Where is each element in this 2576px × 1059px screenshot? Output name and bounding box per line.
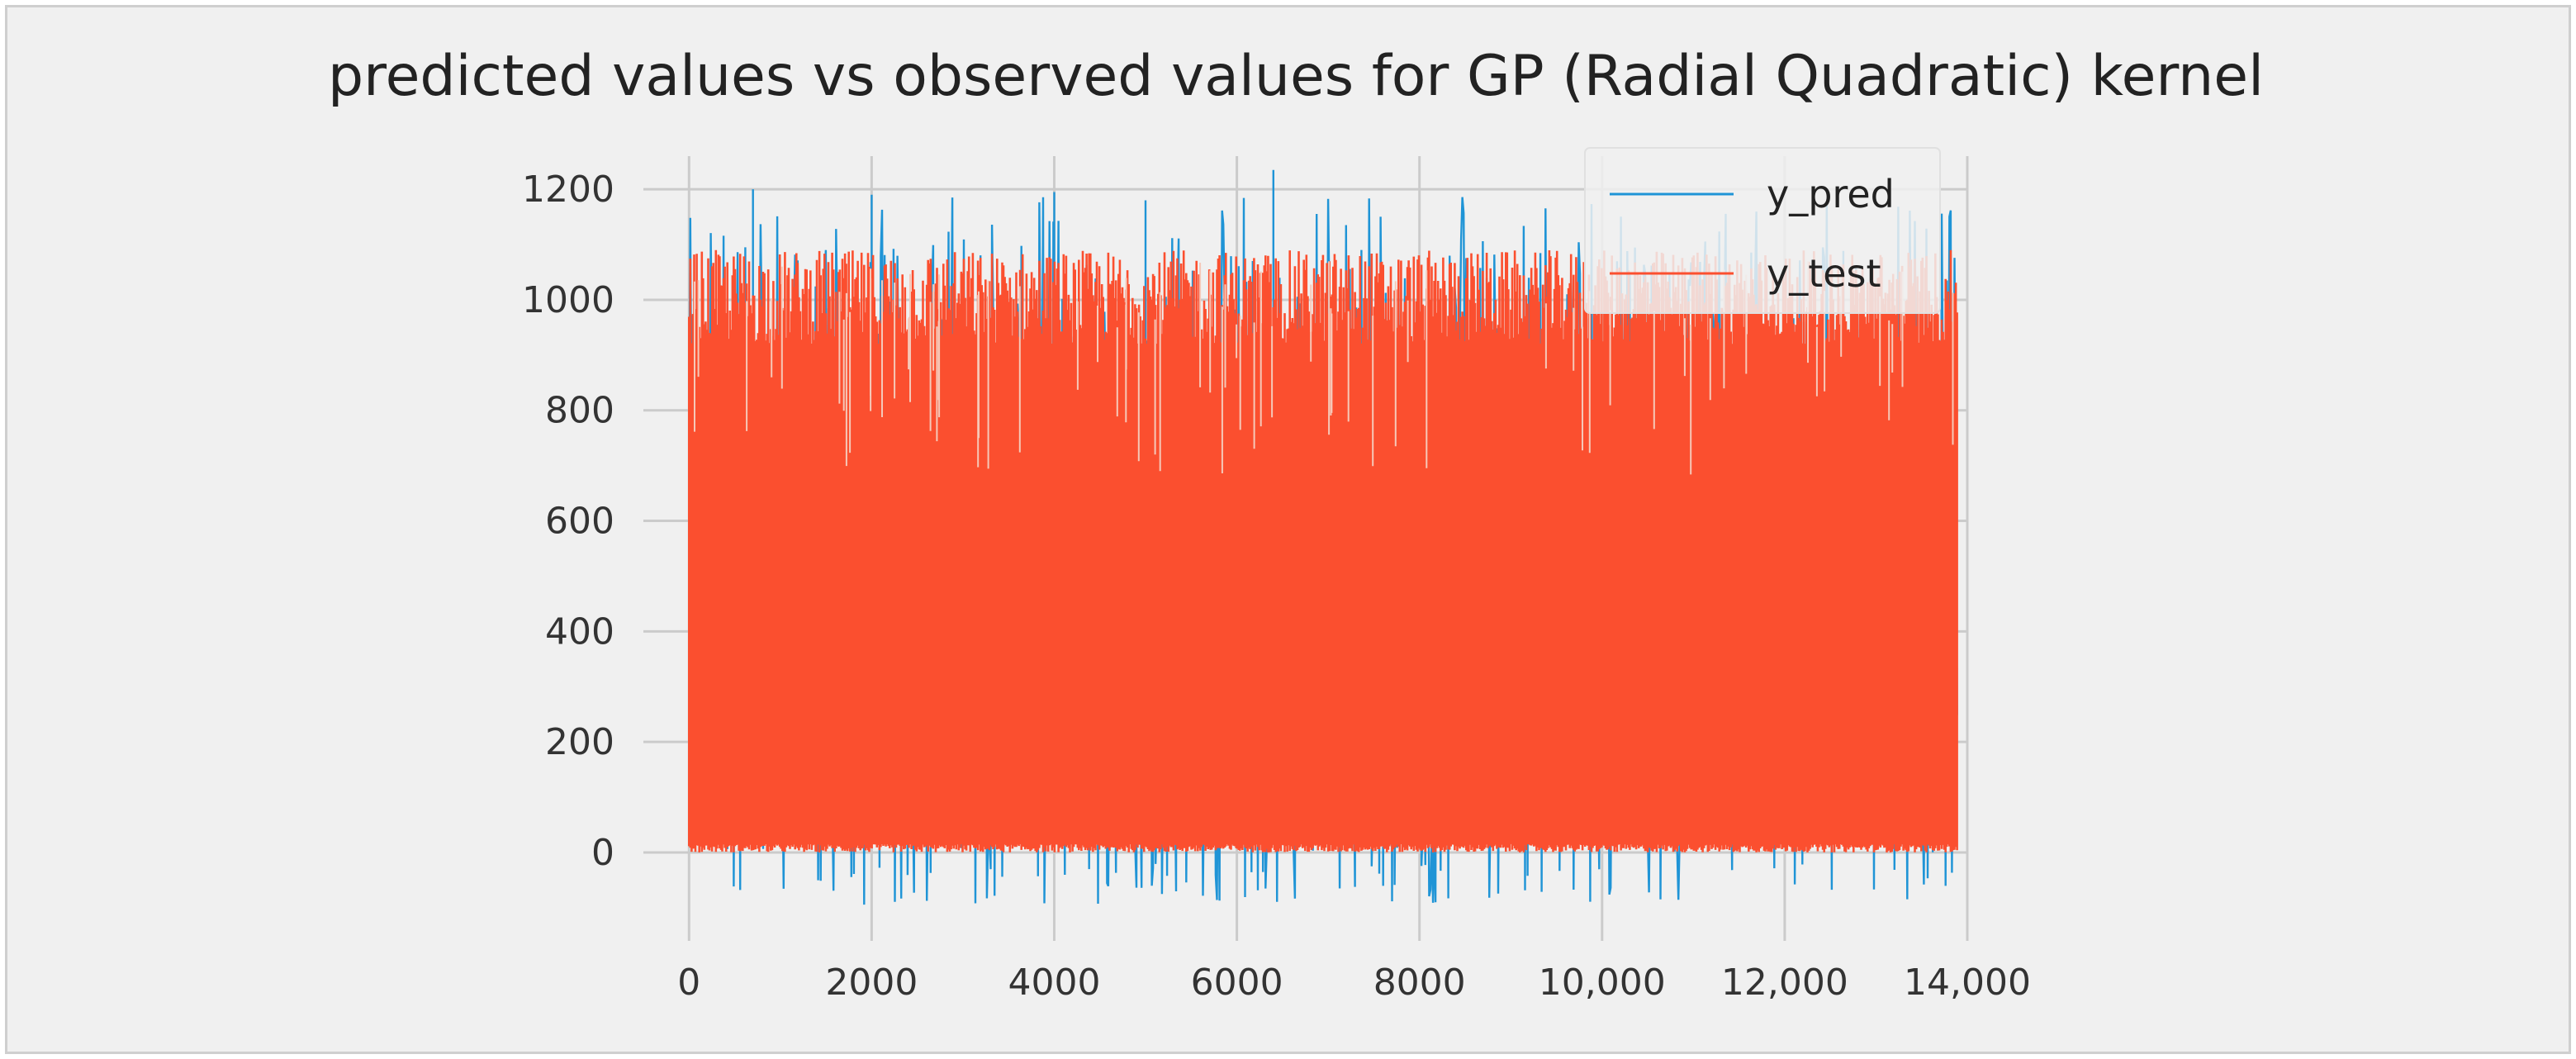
y-tick-label: 800: [545, 390, 614, 432]
x-tick-label: 6000: [1191, 962, 1283, 1004]
y-tick-label: 600: [545, 501, 614, 543]
data-series-area: [688, 169, 1958, 905]
legend-label-y-pred: y_pred: [1767, 172, 1895, 216]
x-tick-label: 0: [677, 962, 700, 1004]
series-highlight-y-test: [694, 261, 1954, 475]
y-tick-label: 1200: [522, 169, 614, 211]
x-tick-label: 2000: [825, 962, 918, 1004]
legend: y_pred y_test: [1584, 147, 1941, 314]
x-tick-label: 10,000: [1539, 962, 1666, 1004]
legend-label-y-test: y_test: [1767, 251, 1881, 296]
chart-canvas: predicted values vs observed values for …: [328, 44, 2264, 1004]
legend-box: [1584, 147, 1941, 314]
y-tick-label: 200: [545, 721, 614, 763]
x-tick-label: 8000: [1373, 962, 1466, 1004]
y-tick-label: 0: [591, 832, 614, 874]
y-tick-label: 400: [545, 610, 614, 653]
y-tick-label: 1000: [522, 279, 614, 321]
x-tick-label: 14,000: [1904, 962, 2031, 1004]
series-line-y-test: [688, 249, 1958, 852]
axis-tick-labels: 0 200 400 600 800 1000 1200 0 2000 4000 6000 8000 10…: [522, 169, 2031, 1004]
x-tick-label: 12,000: [1721, 962, 1848, 1004]
chart-title: predicted values vs observed values for …: [328, 44, 2264, 109]
x-tick-label: 4000: [1008, 962, 1100, 1004]
chart-figure: predicted values vs observed values for …: [5, 5, 2571, 1054]
